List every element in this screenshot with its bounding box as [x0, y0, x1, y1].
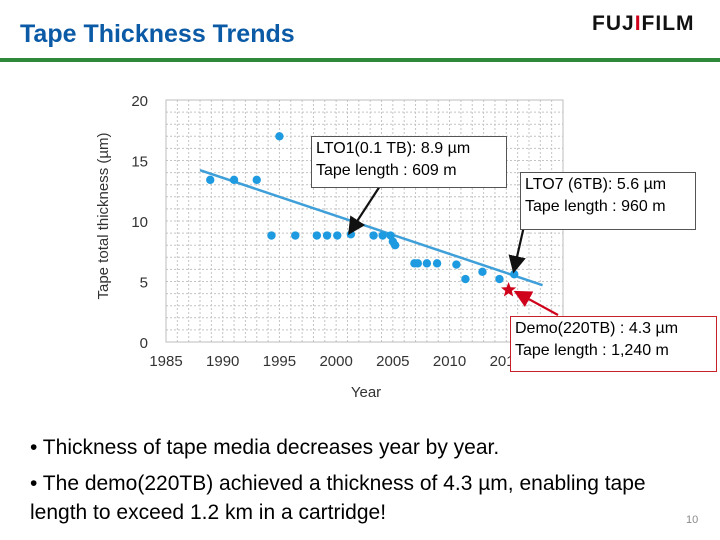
bullet-list: • Thickness of tape media decreases year… [30, 433, 700, 534]
data-point [333, 231, 342, 240]
y-tick-label: 0 [140, 335, 148, 352]
y-tick-label: 15 [131, 154, 148, 171]
arrow-lto7 [508, 225, 526, 274]
y-tick-label: 20 [131, 93, 148, 110]
data-point [275, 132, 284, 141]
data-points [206, 132, 519, 297]
data-point [422, 259, 432, 268]
bullet-1: • Thickness of tape media decreases year… [30, 436, 500, 459]
demo-star-icon [500, 281, 517, 297]
data-point [378, 231, 387, 240]
callout-lto1-line2: Tape length : 609 m [316, 162, 457, 179]
callout-lto1: LTO1(0.1 TB): 8.9 µm Tape length : 609 m [311, 136, 507, 188]
y-axis-label: Tape total thickness (µm) [95, 132, 112, 299]
x-tick-label: 2005 [376, 353, 409, 370]
data-point [291, 231, 300, 240]
data-point [495, 274, 504, 284]
data-point [206, 175, 215, 185]
x-tick-label: 1990 [206, 353, 239, 370]
data-point [229, 175, 239, 185]
slide-title: Tape Thickness Trends [20, 20, 295, 48]
arrow-demo [513, 290, 559, 316]
data-point [478, 267, 487, 277]
x-axis-label: Year [351, 384, 381, 401]
x-tick-label: 1985 [149, 353, 182, 370]
fujifilm-logo: FUJIFILM [592, 12, 695, 35]
callout-demo-line1: Demo(220TB) : 4.3 µm [515, 320, 679, 337]
callout-lto7: LTO7 (6TB): 5.6 µm Tape length : 960 m [520, 172, 696, 230]
callout-demo-line2: Tape length : 1,240 m [515, 342, 669, 359]
x-tick-label: 2000 [319, 353, 352, 370]
title-rule [0, 58, 720, 62]
callout-demo: Demo(220TB) : 4.3 µm Tape length : 1,240… [510, 316, 717, 372]
callout-lto7-line1: LTO7 (6TB): 5.6 µm [525, 176, 667, 193]
arrow-lto1 [348, 185, 381, 235]
data-point [461, 274, 470, 284]
y-tick-label: 10 [131, 214, 148, 231]
callout-arrows [348, 185, 559, 316]
data-point [510, 270, 519, 279]
callout-lto7-line2: Tape length : 960 m [525, 198, 666, 215]
x-tick-label: 1995 [263, 353, 296, 370]
y-tick-label: 5 [140, 275, 148, 292]
x-tick-label: 2010 [433, 353, 466, 370]
data-point [369, 231, 378, 240]
data-point [452, 260, 461, 269]
bullet-2: • The demo(220TB) achieved a thickness o… [30, 472, 646, 524]
data-point [413, 259, 423, 268]
data-point [432, 259, 442, 268]
data-point [390, 241, 400, 250]
data-point [312, 231, 322, 240]
x-tick-labels: 1985 1990 1995 2000 2005 2010 2015 [149, 353, 523, 370]
trend-line [199, 168, 543, 287]
callout-lto1-line1: LTO1(0.1 TB): 8.9 µm [316, 140, 471, 157]
page-number: 10 [686, 514, 699, 526]
data-point [322, 231, 332, 240]
data-point [252, 175, 261, 185]
y-tick-labels: 0 5 10 15 20 [131, 93, 148, 352]
data-point [267, 231, 276, 240]
